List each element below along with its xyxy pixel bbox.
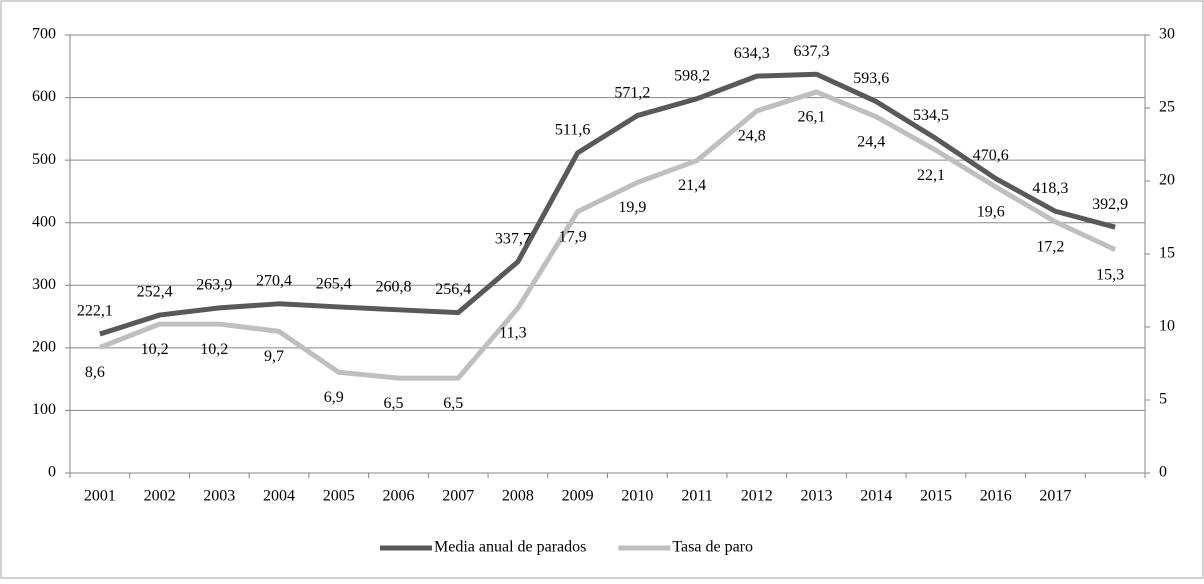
data-label: 337,7 (495, 230, 531, 247)
y-tick-label: 200 (32, 339, 56, 356)
data-label: 637,3 (794, 43, 830, 60)
data-label: 22,1 (917, 167, 945, 184)
data-label: 17,9 (559, 228, 587, 245)
x-tick-label: 2002 (144, 488, 176, 505)
x-tick-label: 2001 (84, 488, 116, 505)
y2-tick-label: 0 (1159, 464, 1167, 481)
x-tick-label: 2016 (980, 488, 1012, 505)
data-label: 26,1 (798, 109, 826, 126)
data-label: 24,4 (857, 133, 885, 150)
x-tick-label: 2003 (203, 488, 235, 505)
x-tick-label: 2010 (621, 488, 653, 505)
y-tick-label: 100 (32, 401, 56, 418)
data-label: 256,4 (435, 281, 471, 298)
data-label: 534,5 (913, 107, 949, 124)
data-label: 15,3 (1096, 266, 1124, 283)
y2-tick-label: 20 (1159, 172, 1175, 189)
data-label: 222,1 (77, 303, 113, 320)
x-tick-label: 2005 (323, 488, 355, 505)
data-label: 634,3 (734, 45, 770, 62)
y2-tick-label: 30 (1159, 26, 1175, 43)
data-label: 392,9 (1092, 196, 1128, 213)
y-tick-label: 500 (32, 151, 56, 168)
data-label: 10,2 (200, 341, 228, 358)
x-tick-label: 2013 (801, 488, 833, 505)
data-label: 21,4 (678, 177, 706, 194)
data-label: 593,6 (853, 70, 889, 87)
x-tick-label: 2012 (741, 488, 773, 505)
data-label: 6,9 (324, 389, 344, 406)
data-label: 470,6 (973, 147, 1009, 164)
x-tick-label: 2008 (502, 488, 534, 505)
data-label: 263,9 (196, 277, 232, 294)
y2-tick-label: 10 (1159, 318, 1175, 335)
x-tick-label: 2015 (920, 488, 952, 505)
data-label: 598,2 (674, 67, 710, 84)
x-tick-label: 2007 (442, 488, 474, 505)
data-label: 9,7 (264, 348, 284, 365)
legend-label: Tasa de paro (672, 539, 753, 556)
data-label: 265,4 (316, 276, 352, 293)
data-label: 6,5 (383, 395, 403, 412)
y2-tick-label: 15 (1159, 245, 1175, 262)
x-tick-label: 2004 (263, 488, 295, 505)
x-tick-label: 2011 (681, 488, 712, 505)
data-label: 418,3 (1032, 180, 1068, 197)
legend-label: Media anual de parados (434, 539, 586, 556)
y-tick-label: 400 (32, 213, 56, 230)
data-label: 511,6 (555, 122, 590, 139)
data-label: 19,9 (618, 199, 646, 216)
y2-tick-label: 25 (1159, 99, 1175, 116)
x-tick-label: 2006 (382, 488, 414, 505)
y-tick-label: 700 (32, 26, 56, 43)
series-line (99, 71, 1116, 337)
data-label: 11,3 (499, 325, 526, 342)
series-line (98, 89, 1117, 381)
x-tick-label: 2009 (562, 488, 594, 505)
x-tick-label: 2017 (1039, 488, 1071, 505)
y-tick-label: 600 (32, 88, 56, 105)
data-label: 252,4 (137, 284, 173, 301)
data-label: 571,2 (614, 84, 650, 101)
y-tick-label: 0 (48, 464, 56, 481)
y-tick-label: 300 (32, 276, 56, 293)
data-label: 17,2 (1036, 239, 1064, 256)
data-label: 24,8 (738, 128, 766, 145)
data-label: 270,4 (256, 272, 292, 289)
x-tick-label: 2014 (860, 488, 892, 505)
data-label: 10,2 (141, 341, 169, 358)
data-label: 19,6 (977, 204, 1005, 221)
y2-tick-label: 5 (1159, 391, 1167, 408)
data-label: 260,8 (375, 278, 411, 295)
data-label: 6,5 (443, 395, 463, 412)
data-label: 8,6 (85, 364, 105, 381)
